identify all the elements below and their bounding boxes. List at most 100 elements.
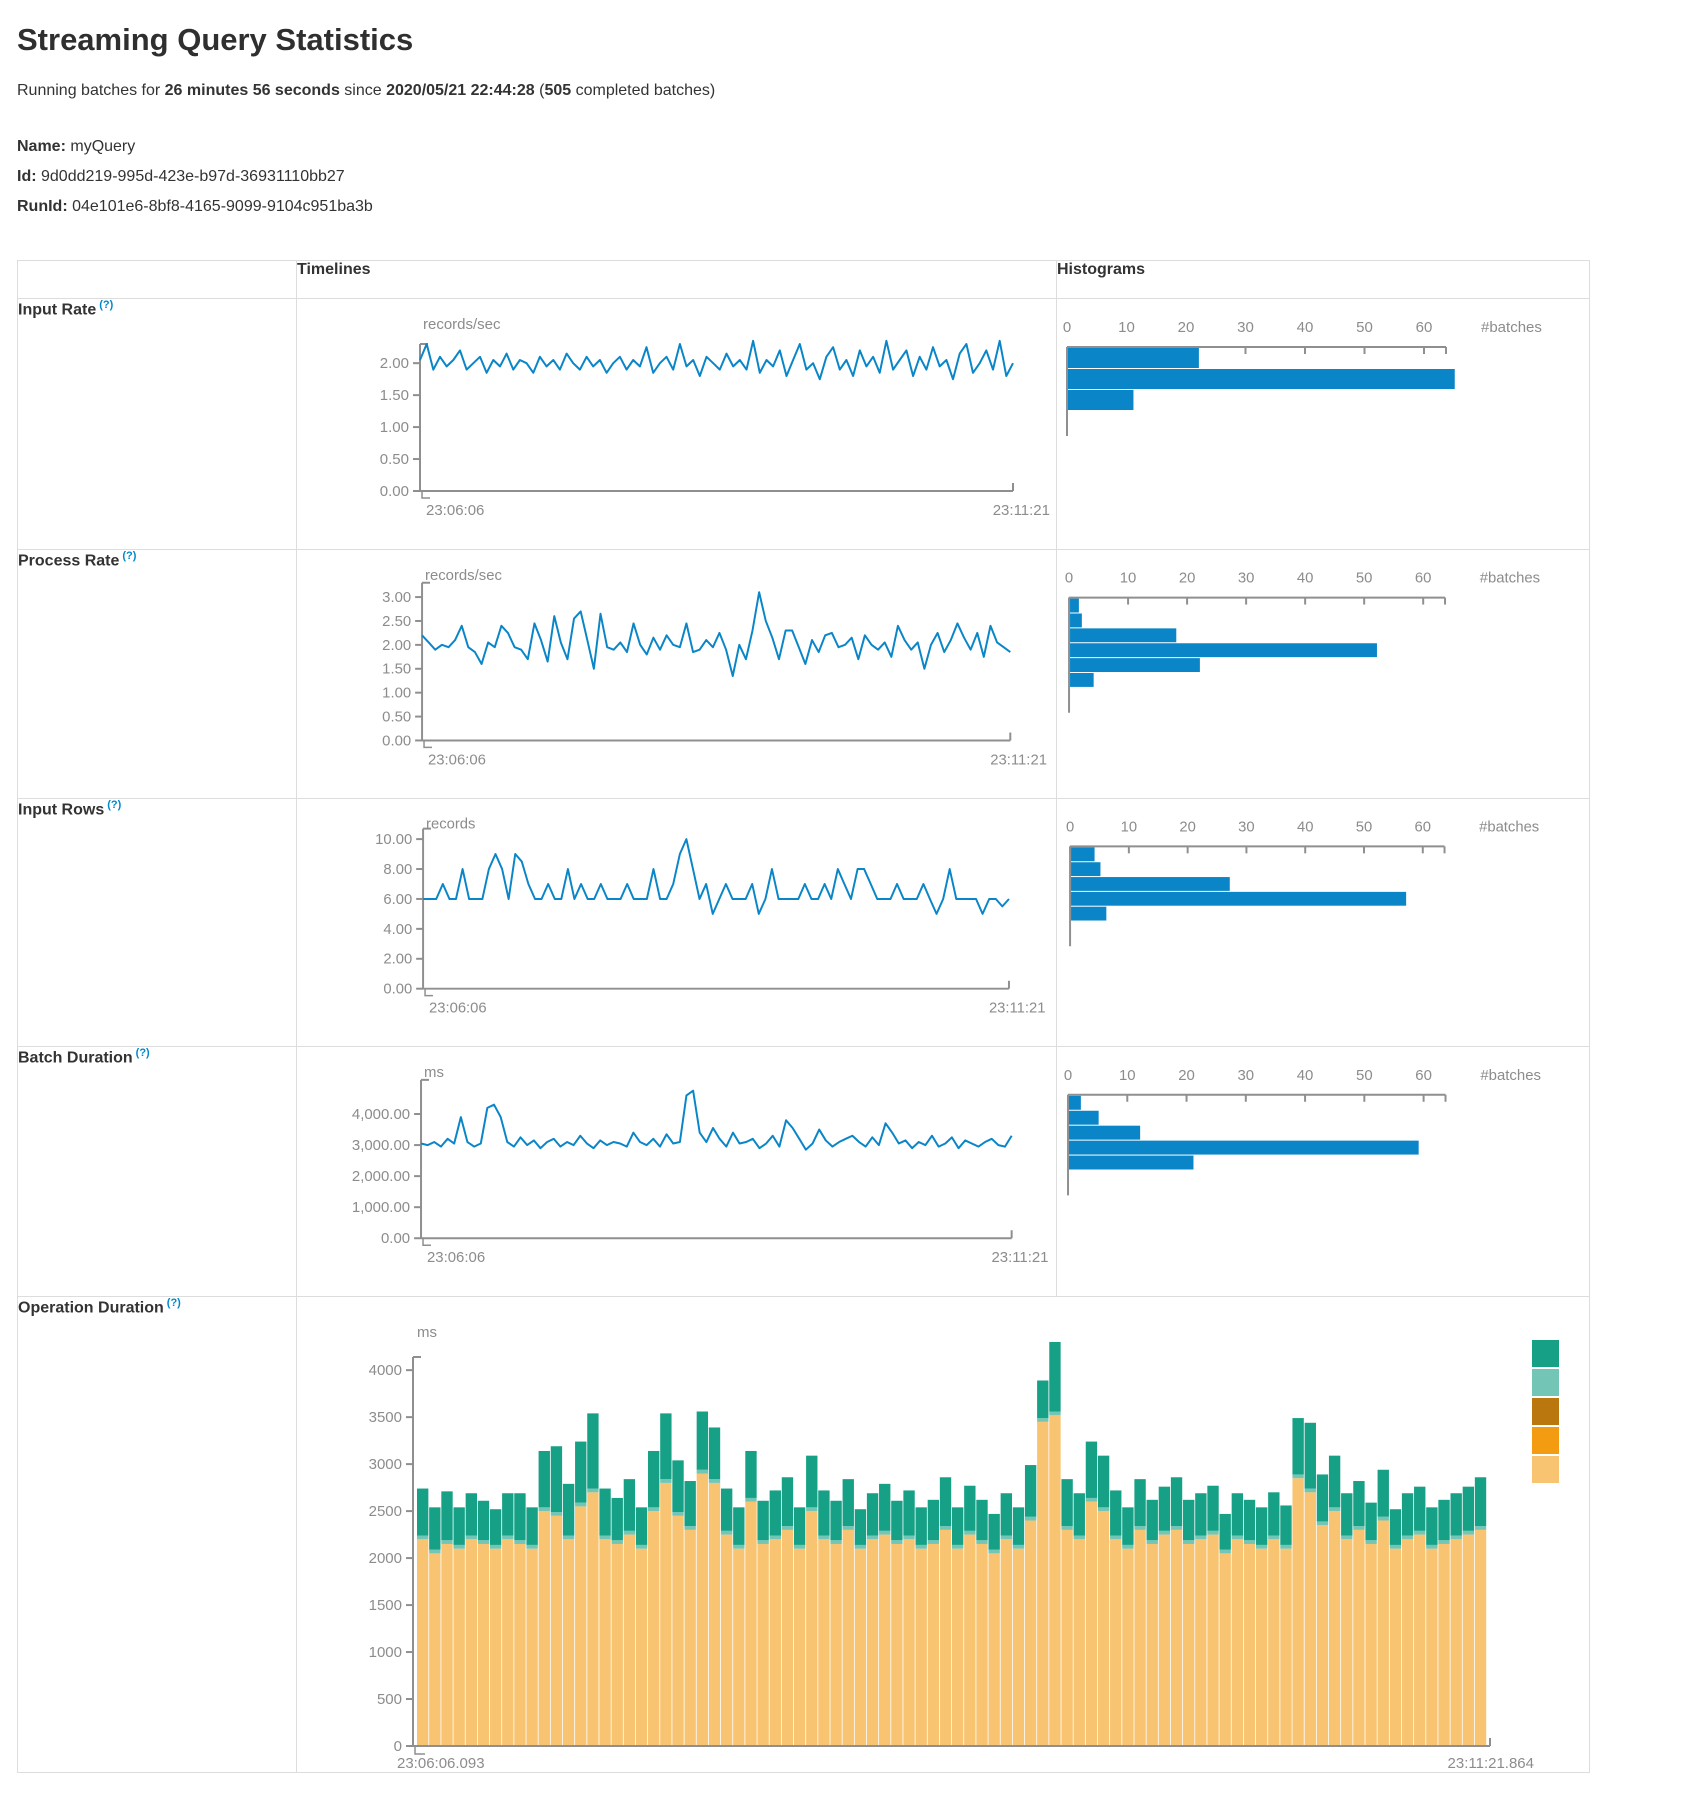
input-rate-row: Input Rate (?) records/sec 2.00 1.50 1.00 0.5… xyxy=(17,298,1590,550)
svg-text:1,000.00: 1,000.00 xyxy=(352,1199,410,1216)
batch-duration-label: Batch Duration xyxy=(18,1049,133,1067)
svg-text:50: 50 xyxy=(1356,571,1373,587)
svg-text:0: 0 xyxy=(1065,571,1073,587)
operation-duration-label: Operation Duration xyxy=(18,1299,164,1317)
input-rate-label: Input Rate xyxy=(18,301,97,319)
svg-text:50: 50 xyxy=(1356,820,1372,836)
input-rate-histogram-chart: 0 10 20 30 40 50 60 #batches xyxy=(1063,319,1542,436)
svg-text:23:06:06: 23:06:06 xyxy=(427,1249,485,1266)
input-rate-help-icon[interactable]: (?) xyxy=(99,299,114,311)
svg-text:2500: 2500 xyxy=(369,1503,402,1520)
svg-text:#batches: #batches xyxy=(1481,319,1542,336)
svg-text:23:06:06.093: 23:06:06.093 xyxy=(397,1755,485,1772)
batch-duration-timeline-chart: ms 4,000.00 3,000.00 2,000.00 1,000.00 0.00 23… xyxy=(352,1064,1049,1266)
svg-text:records: records xyxy=(426,817,475,833)
legend-swatch-orange xyxy=(1532,1427,1559,1454)
svg-text:2.50: 2.50 xyxy=(382,614,411,630)
query-id-label: Id: xyxy=(17,168,37,185)
svg-text:0: 0 xyxy=(1064,1067,1072,1084)
svg-text:10: 10 xyxy=(1118,319,1135,336)
svg-text:8.00: 8.00 xyxy=(383,862,412,878)
svg-text:0.00: 0.00 xyxy=(383,982,412,998)
svg-text:0: 0 xyxy=(394,1738,402,1755)
summary-prefix: Running batches for xyxy=(17,82,165,99)
svg-text:2.00: 2.00 xyxy=(382,638,411,654)
svg-text:3000: 3000 xyxy=(369,1456,402,1473)
summary-duration: 26 minutes 56 seconds xyxy=(164,82,340,99)
svg-text:23:11:21.864: 23:11:21.864 xyxy=(1448,1755,1534,1772)
svg-text:30: 30 xyxy=(1238,820,1254,836)
svg-text:30: 30 xyxy=(1237,1067,1254,1084)
svg-text:20: 20 xyxy=(1178,319,1195,336)
svg-text:23:06:06: 23:06:06 xyxy=(429,1000,487,1016)
running-batches-summary: Running batches for 26 minutes 56 second… xyxy=(17,82,1676,100)
legend-swatch-light-teal xyxy=(1532,1369,1559,1396)
svg-text:4000: 4000 xyxy=(369,1362,402,1379)
operation-duration-chart: ms 4000 3500 3000 2500 2000 1500 1000 500 023:06:… xyxy=(369,1324,1534,1772)
summary-paren: ( xyxy=(534,82,545,99)
svg-text:0: 0 xyxy=(1063,319,1071,336)
svg-text:0.50: 0.50 xyxy=(380,451,409,468)
svg-text:2.00: 2.00 xyxy=(383,952,412,968)
process-rate-timeline-chart: records/sec 3.00 2.50 2.00 1.50 1.00 0.50 0.00 2… xyxy=(382,568,1047,769)
process-rate-help-icon[interactable]: (?) xyxy=(122,550,137,562)
batch-duration-label-cell: Batch Duration (?) xyxy=(17,1046,297,1297)
input-rows-timeline-cell: records 10.00 8.00 6.00 4.00 2.00 0.00 23:06:06… xyxy=(296,798,1057,1047)
summary-start-time: 2020/05/21 22:44:28 xyxy=(386,82,535,99)
table-header-row: Timelines Histograms xyxy=(17,260,1590,299)
input-rate-histogram-cell: 0 10 20 30 40 50 60 #batches xyxy=(1056,298,1590,550)
query-name-line: Name: myQuery xyxy=(17,132,1676,162)
input-rows-timeline-chart: records 10.00 8.00 6.00 4.00 2.00 0.00 23:06:06… xyxy=(375,817,1045,1017)
svg-text:40: 40 xyxy=(1297,820,1313,836)
input-rows-histogram-cell: 0 10 20 30 40 50 60 #batches xyxy=(1056,798,1590,1047)
svg-text:0: 0 xyxy=(1066,820,1074,836)
svg-text:50: 50 xyxy=(1356,1067,1373,1084)
svg-text:6.00: 6.00 xyxy=(383,892,412,908)
svg-text:23:11:21: 23:11:21 xyxy=(993,502,1050,519)
operation-duration-legend xyxy=(1532,1340,1559,1485)
page-title: Streaming Query Statistics xyxy=(17,22,414,57)
process-rate-label: Process Rate xyxy=(18,552,120,570)
svg-text:4.00: 4.00 xyxy=(383,922,412,938)
header-histograms: Histograms xyxy=(1056,260,1590,299)
batch-duration-histogram-cell: 0 10 20 30 40 50 60 #batches xyxy=(1056,1046,1590,1297)
process-rate-label-cell: Process Rate (?) xyxy=(17,549,297,799)
svg-text:20: 20 xyxy=(1179,571,1196,587)
svg-text:40: 40 xyxy=(1297,319,1314,336)
svg-text:40: 40 xyxy=(1297,1067,1314,1084)
svg-text:3,000.00: 3,000.00 xyxy=(352,1137,410,1154)
svg-text:10: 10 xyxy=(1121,820,1137,836)
summary-middle: since xyxy=(339,82,387,99)
operation-duration-chart-cell: ms 4000 3500 3000 2500 2000 1500 1000 500 0 23:06:… xyxy=(296,1296,1590,1773)
svg-text:records/sec: records/sec xyxy=(425,568,502,584)
header-timelines: Timelines xyxy=(296,260,1057,299)
svg-text:1500: 1500 xyxy=(369,1597,402,1614)
svg-text:2.00: 2.00 xyxy=(380,355,409,372)
svg-text:60: 60 xyxy=(1416,319,1433,336)
batch-duration-help-icon[interactable]: (?) xyxy=(135,1047,150,1059)
query-runid-label: RunId: xyxy=(17,198,68,215)
svg-text:23:06:06: 23:06:06 xyxy=(426,502,484,519)
query-id-value: 9d0dd219-995d-423e-b97d-36931110bb27 xyxy=(41,168,345,185)
svg-text:ms: ms xyxy=(424,1064,444,1081)
svg-text:records/sec: records/sec xyxy=(423,316,501,333)
svg-text:#batches: #batches xyxy=(1479,820,1539,836)
svg-text:2,000.00: 2,000.00 xyxy=(352,1168,410,1185)
legend-swatch-light-orange xyxy=(1532,1456,1559,1483)
summary-batch-count: 505 xyxy=(544,82,572,99)
svg-text:60: 60 xyxy=(1415,820,1431,836)
svg-text:60: 60 xyxy=(1415,1067,1432,1084)
svg-text:2000: 2000 xyxy=(369,1550,402,1567)
header-empty-cell xyxy=(17,260,297,299)
svg-text:ms: ms xyxy=(417,1324,437,1341)
svg-text:1000: 1000 xyxy=(369,1644,402,1661)
legend-swatch-teal xyxy=(1532,1340,1559,1367)
svg-text:1.50: 1.50 xyxy=(380,387,409,404)
operation-duration-label-cell: Operation Duration (?) xyxy=(17,1296,297,1773)
batch-duration-timeline-cell: ms 4,000.00 3,000.00 2,000.00 1,000.00 0.00 23… xyxy=(296,1046,1057,1297)
process-rate-row: Process Rate (?) records/sec 3.00 2.50 2.00 1… xyxy=(17,549,1590,799)
input-rate-label-cell: Input Rate (?) xyxy=(17,298,297,550)
svg-text:0.50: 0.50 xyxy=(382,710,411,726)
operation-duration-help-icon[interactable]: (?) xyxy=(166,1297,181,1309)
input-rows-help-icon[interactable]: (?) xyxy=(107,799,122,811)
